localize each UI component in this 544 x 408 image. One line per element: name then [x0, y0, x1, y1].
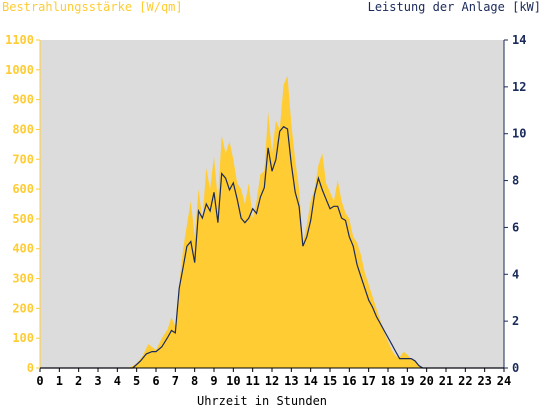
x-tick-label: 13: [284, 374, 298, 388]
x-tick-label: 16: [342, 374, 356, 388]
x-tick-label: 4: [114, 374, 121, 388]
x-tick-label: 19: [400, 374, 414, 388]
y-right-tick-label: 2: [512, 314, 519, 328]
y-right-tick-label: 8: [512, 174, 519, 188]
y-left-tick-label: 900: [12, 93, 34, 107]
x-tick-label: 14: [303, 374, 317, 388]
x-tick-label: 24: [497, 374, 511, 388]
y-left-tick-label: 0: [27, 361, 34, 375]
x-tick-label: 18: [381, 374, 395, 388]
y-left-tick-label: 500: [12, 212, 34, 226]
x-tick-label: 1: [56, 374, 63, 388]
y-left-tick-label: 400: [12, 242, 34, 256]
power-line-group: [40, 125, 504, 369]
right-axis-title: Leistung der Anlage [kW]: [368, 0, 541, 14]
y-right-tick-label: 0: [512, 361, 519, 375]
x-tick-label: 0: [36, 374, 43, 388]
left-axis-title: Bestrahlungsstärke [W/qm]: [2, 0, 183, 14]
axes-group: [36, 39, 508, 372]
y-left-tick-label: 800: [12, 122, 34, 136]
x-tick-label: 15: [323, 374, 337, 388]
x-tick-label: 5: [133, 374, 140, 388]
x-tick-label: 10: [226, 374, 240, 388]
y-right-tick-label: 12: [512, 80, 526, 94]
y-left-tick-label: 100: [12, 331, 34, 345]
x-tick-label: 20: [419, 374, 433, 388]
y-left-tick-label: 1000: [5, 63, 34, 77]
y-left-tick-label: 600: [12, 182, 34, 196]
irradiance-area-group: [40, 75, 504, 369]
y-right-tick-label: 4: [512, 267, 519, 281]
x-tick-label: 23: [477, 374, 491, 388]
y-right-tick-label: 6: [512, 220, 519, 234]
x-tick-label: 7: [172, 374, 179, 388]
y-right-tick-label: 10: [512, 127, 526, 141]
y-left-tick-label: 300: [12, 272, 34, 286]
power-line: [40, 125, 504, 369]
y-left-tick-label: 200: [12, 301, 34, 315]
x-tick-label: 21: [439, 374, 453, 388]
x-axis-title: Uhrzeit in Stunden: [197, 394, 327, 408]
x-tick-label: 8: [191, 374, 198, 388]
x-tick-label: 12: [265, 374, 279, 388]
irradiance-area: [40, 75, 504, 369]
x-tick-label: 11: [245, 374, 259, 388]
x-tick-label: 17: [361, 374, 375, 388]
x-tick-label: 3: [94, 374, 101, 388]
y-left-tick-label: 1100: [5, 33, 34, 47]
y-right-tick-label: 14: [512, 33, 526, 47]
tick-labels-group: 0 1 2 3 4 5 6 7 8 9 10 11 12 13 14 15 16 17 18 19 20 21 22 23 24…: [5, 33, 526, 388]
x-tick-label: 6: [152, 374, 159, 388]
x-tick-label: 22: [458, 374, 472, 388]
x-tick-label: 2: [75, 374, 82, 388]
y-left-tick-label: 700: [12, 152, 34, 166]
x-tick-label: 9: [210, 374, 217, 388]
